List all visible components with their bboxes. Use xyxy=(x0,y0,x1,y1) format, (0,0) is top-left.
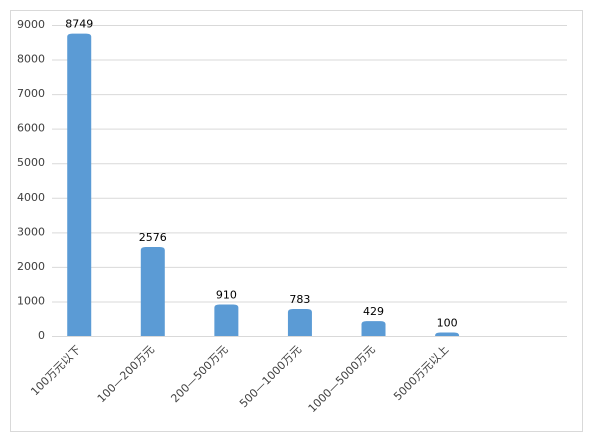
y-tick-label: 1000 xyxy=(17,294,45,307)
y-tick-label: 8000 xyxy=(17,53,45,66)
data-label: 8749 xyxy=(65,18,93,31)
y-tick-label: 4000 xyxy=(17,191,45,204)
y-tick-label: 2000 xyxy=(17,260,45,273)
y-tick-label: 9000 xyxy=(17,18,45,31)
chart-border xyxy=(10,10,583,432)
bar xyxy=(287,308,312,336)
y-tick-label: 0 xyxy=(38,329,45,342)
y-tick-label: 5000 xyxy=(17,156,45,169)
y-tick-label: 6000 xyxy=(17,122,45,135)
y-tick-label: 3000 xyxy=(17,225,45,238)
data-label: 429 xyxy=(363,305,384,318)
y-tick-label: 7000 xyxy=(17,87,45,100)
data-label: 783 xyxy=(289,293,310,306)
data-label: 100 xyxy=(437,317,458,330)
bar xyxy=(214,304,239,336)
bar xyxy=(361,321,386,336)
bar xyxy=(435,332,460,336)
bar xyxy=(67,33,92,337)
data-label: 910 xyxy=(216,289,237,302)
bar xyxy=(140,246,165,336)
data-label: 2576 xyxy=(139,231,167,244)
